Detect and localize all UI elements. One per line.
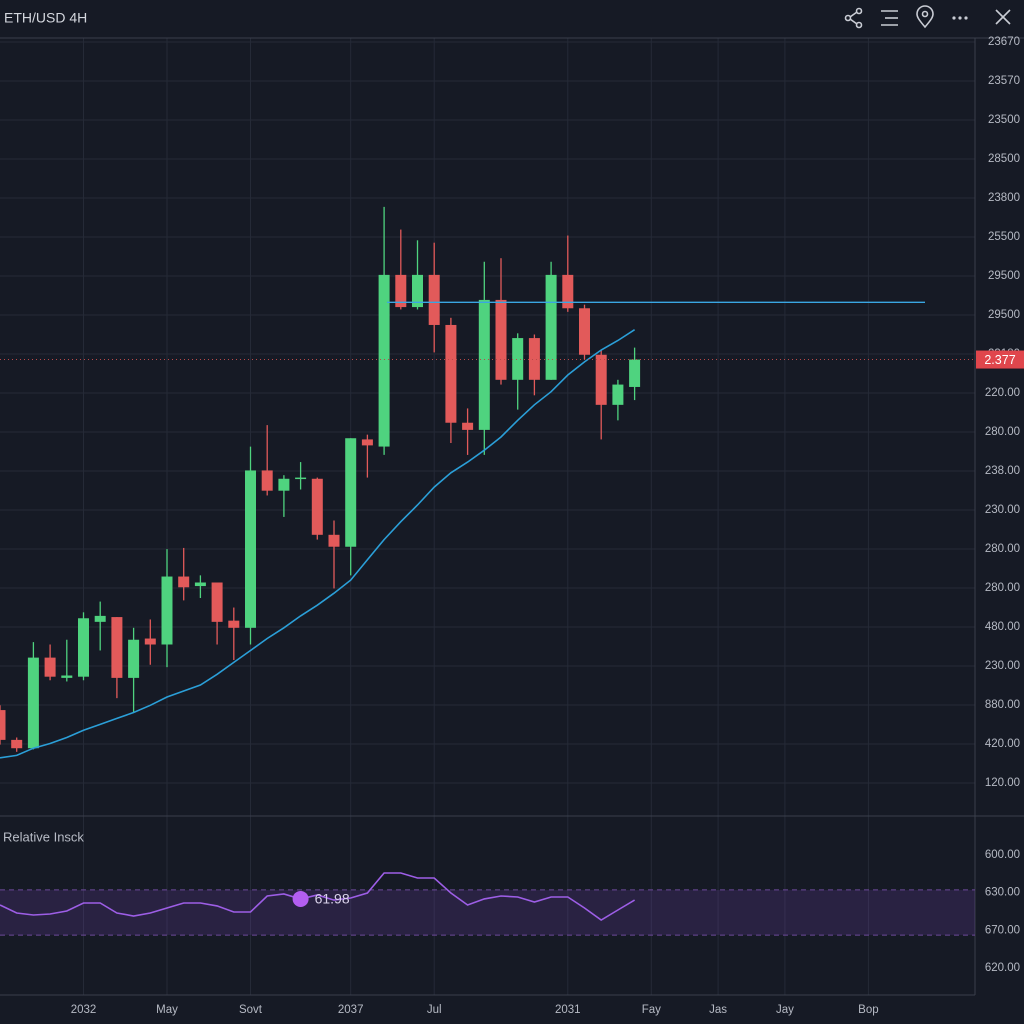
- candle-body: [111, 617, 123, 678]
- price-axis-label: 280.00: [985, 582, 1020, 594]
- candle-body: [395, 274, 407, 308]
- candle-body: [378, 274, 390, 447]
- price-axis-label: 480.00: [985, 621, 1020, 633]
- indicator-band: [0, 889, 975, 936]
- candle-body: [0, 710, 6, 740]
- more-button[interactable]: [952, 16, 968, 20]
- toolbar: [844, 5, 1011, 29]
- indicator-marker: [292, 890, 309, 907]
- candle-body: [612, 384, 624, 405]
- level-anchor: [381, 299, 388, 306]
- candle-body: [412, 274, 423, 308]
- moving-average-line: [0, 329, 636, 759]
- chart-title: ETH/USD 4H: [4, 10, 87, 26]
- x-tick-label: Fay: [642, 1004, 661, 1016]
- price-axis-label: 29500: [988, 270, 1020, 282]
- candle-body: [61, 675, 73, 678]
- candle-body: [211, 582, 223, 622]
- indicator-axis-label: 620.00: [985, 962, 1020, 974]
- price-axis-label: 420.00: [985, 738, 1020, 750]
- candle-body: [528, 338, 540, 380]
- candle-body: [478, 299, 490, 430]
- indicator-value-label: 61.98: [315, 891, 350, 907]
- candle-body: [545, 274, 557, 380]
- price-axis-label: 880.00: [985, 699, 1020, 711]
- price-axis-label: 230.00: [985, 660, 1020, 672]
- indicator-axis-label: 670.00: [985, 924, 1020, 936]
- price-axis-label: 23570: [988, 75, 1020, 87]
- candle-body: [44, 657, 56, 677]
- candle-body: [261, 470, 273, 491]
- x-tick-label: Sovt: [239, 1004, 263, 1016]
- x-tick-label: 2037: [338, 1004, 364, 1016]
- price-axis-label: 28500: [988, 153, 1020, 165]
- x-tick-label: Jay: [776, 1004, 794, 1016]
- candle-body: [278, 478, 290, 491]
- x-tick-label: Jul: [427, 1004, 442, 1016]
- price-axis-label: 29500: [988, 309, 1020, 321]
- last-price-label: 2.377: [984, 353, 1015, 367]
- x-tick-label: 2031: [555, 1004, 581, 1016]
- candle-body: [361, 439, 373, 446]
- candle-body: [27, 657, 39, 749]
- candle-body: [579, 308, 590, 355]
- close-button[interactable]: [995, 9, 1011, 25]
- candle-body: [495, 299, 507, 380]
- candle-body: [144, 638, 156, 645]
- candle-body: [462, 422, 474, 430]
- candle-body: [595, 354, 607, 405]
- price-axis-label: 230.00: [985, 504, 1020, 516]
- candle-body: [311, 478, 323, 535]
- candle-body: [161, 576, 173, 645]
- price-axis-label: 23800: [988, 192, 1020, 204]
- price-axis-label: 280.00: [985, 543, 1020, 555]
- candle-body: [428, 274, 440, 325]
- candle-body: [78, 618, 89, 677]
- candle-body: [295, 477, 307, 480]
- indicator-axis-label: 600.00: [985, 849, 1020, 861]
- x-tick-label: 2032: [71, 1004, 97, 1016]
- price-axis-label: 23670: [988, 36, 1020, 48]
- candle-body: [128, 639, 140, 678]
- candle-body: [445, 324, 457, 423]
- price-axis-label: 120.00: [985, 777, 1020, 789]
- price-axis-label: 220.00: [985, 387, 1020, 399]
- candle-body: [194, 582, 206, 587]
- candle-body: [512, 338, 524, 380]
- pin-button[interactable]: [916, 5, 934, 29]
- candle-body: [228, 620, 240, 628]
- indicator-title: Relative Insck: [3, 829, 84, 844]
- candle-body: [562, 274, 574, 309]
- x-tick-label: Jas: [709, 1004, 727, 1016]
- candle-body: [629, 359, 641, 387]
- indicator-line: [0, 872, 636, 921]
- candle-body: [328, 534, 340, 547]
- grid: [0, 38, 975, 995]
- x-tick-label: Bop: [858, 1004, 878, 1016]
- price-axis-label: 280.00: [985, 426, 1020, 438]
- candle-body: [11, 739, 23, 749]
- price-axis-label: 25500: [988, 231, 1020, 243]
- x-tick-label: May: [156, 1004, 178, 1016]
- price-axis-label: 23500: [988, 114, 1020, 126]
- indicator-axis-label: 630.00: [985, 887, 1020, 899]
- price-axis-label: 238.00: [985, 465, 1020, 477]
- candle-body: [245, 470, 256, 628]
- candle-body: [178, 576, 190, 588]
- share-button[interactable]: [844, 7, 863, 29]
- candle-body: [94, 615, 106, 622]
- list-button[interactable]: [881, 10, 898, 26]
- last-price-box: [976, 350, 1024, 369]
- candle-body: [345, 438, 357, 547]
